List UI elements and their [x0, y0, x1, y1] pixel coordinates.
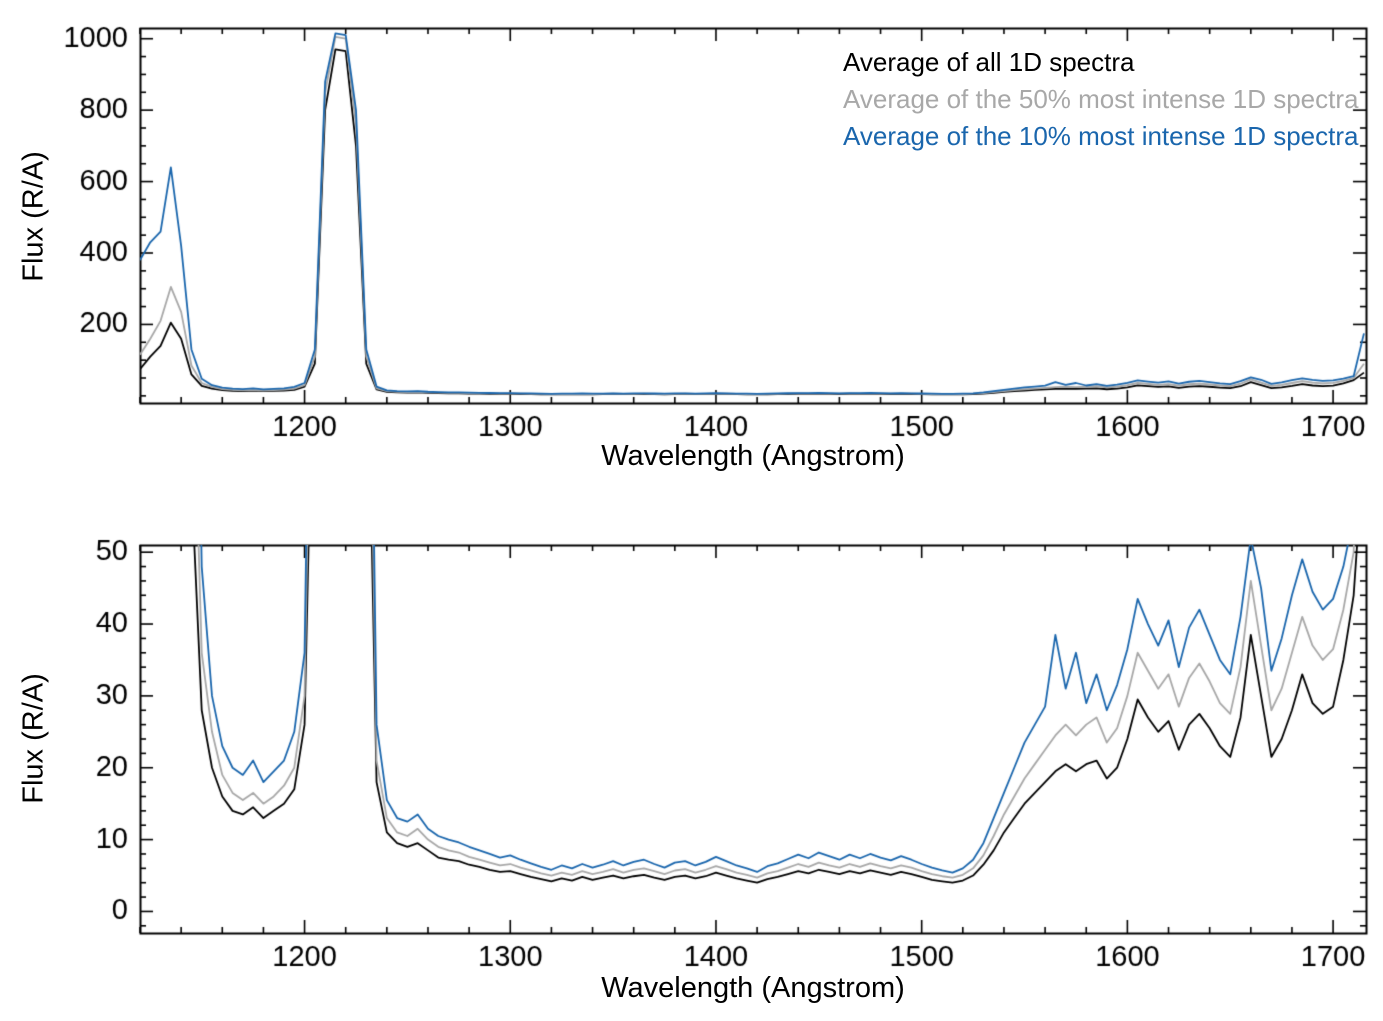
legend: Average of all 1D spectra Average of the…	[843, 44, 1358, 155]
legend-item-average-10-percent: Average of the 10% most intense 1D spect…	[843, 121, 1359, 151]
legend-item-average-all: Average of all 1D spectra	[843, 47, 1135, 77]
top-panel-x-axis-label: Wavelength (Angstrom)	[601, 440, 905, 472]
legend-item-average-50-percent: Average of the 50% most intense 1D spect…	[843, 84, 1359, 114]
top-panel-y-axis-label: Flux (R/A)	[17, 151, 50, 282]
bottom-panel-y-axis-label: Flux (R/A)	[17, 673, 50, 804]
bottom-panel-x-axis-label: Wavelength (Angstrom)	[601, 972, 905, 1004]
